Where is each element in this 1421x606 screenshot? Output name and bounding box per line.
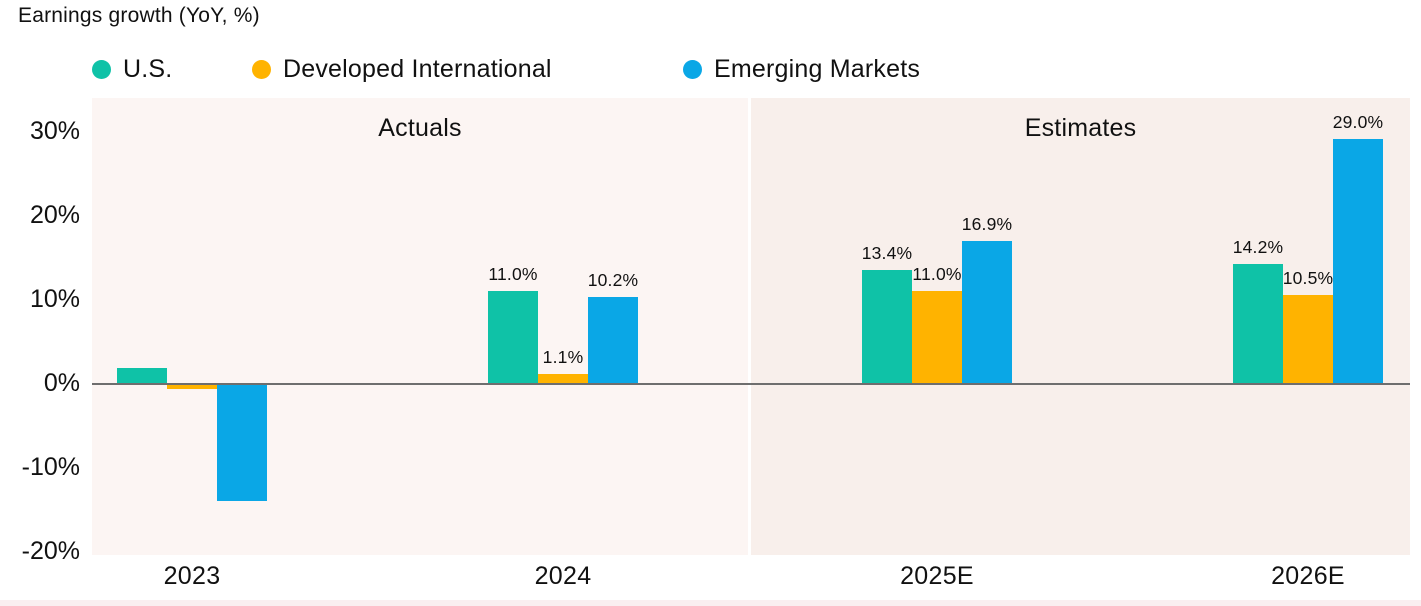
bar-value-label: 13.4% — [861, 243, 913, 264]
x-axis-label: 2024 — [534, 562, 592, 590]
legend-label: Emerging Markets — [714, 54, 921, 83]
bar-developed-international-2024 — [538, 373, 588, 383]
bar-emerging-markets-2023 — [217, 383, 267, 501]
bar-value-label: 11.0% — [488, 263, 538, 284]
x-axis-label: 2023 — [163, 562, 221, 590]
actuals-section-label: Actuals — [378, 114, 462, 142]
y-axis-tick-label: -20% — [21, 537, 80, 565]
bar-developed-international-2025e — [912, 290, 962, 383]
y-axis-tick-label: 20% — [29, 201, 80, 229]
bottom-edge-strip — [0, 600, 1421, 606]
bar-u-s-2023 — [117, 367, 167, 383]
legend-label: Developed International — [283, 54, 552, 83]
bar-emerging-markets-2025e — [962, 241, 1012, 383]
developed-international-series-dot-icon — [252, 59, 271, 79]
bar-emerging-markets-2026e — [1333, 139, 1383, 383]
actuals-section-background — [92, 98, 748, 555]
legend-item-us: U.S. — [92, 52, 172, 86]
estimates-section-label: Estimates — [1024, 114, 1137, 142]
legend-item-emerging-markets: Emerging Markets — [683, 52, 920, 86]
bar-value-label: 14.2% — [1232, 236, 1284, 257]
legend-label: U.S. — [123, 54, 173, 83]
bar-value-label: 10.5% — [1282, 267, 1334, 288]
bar-value-label: 10.2% — [587, 270, 639, 291]
y-axis-tick-label: 0% — [43, 369, 80, 397]
bar-value-label: 11.0% — [912, 263, 962, 284]
legend-item-developed-international: Developed International — [252, 52, 552, 86]
us-series-dot-icon — [92, 59, 111, 79]
bar-value-label: 29.0% — [1332, 112, 1384, 133]
bar-developed-international-2026e — [1283, 294, 1333, 383]
bar-value-label: 1.1% — [542, 346, 584, 367]
y-axis-tick-label: -10% — [21, 453, 80, 481]
bar-developed-international-2023 — [167, 383, 217, 389]
bar-value-label: 16.9% — [961, 214, 1013, 235]
bar-u-s-2024 — [488, 290, 538, 383]
bar-u-s-2025e — [862, 270, 912, 383]
y-axis-tick-label: 10% — [29, 285, 80, 313]
emerging-markets-series-dot-icon — [683, 59, 702, 79]
chart-legend: U.S. Developed International Emerging Ma… — [0, 52, 1421, 86]
x-axis-label: 2026E — [1271, 562, 1345, 590]
zero-axis-line — [92, 383, 1410, 385]
x-axis-label: 2025E — [900, 562, 974, 590]
y-axis-tick-label: 30% — [29, 117, 80, 145]
chart-title: Earnings growth (YoY, %) — [18, 4, 260, 27]
bar-u-s-2026e — [1233, 263, 1283, 383]
bar-emerging-markets-2024 — [588, 297, 638, 383]
